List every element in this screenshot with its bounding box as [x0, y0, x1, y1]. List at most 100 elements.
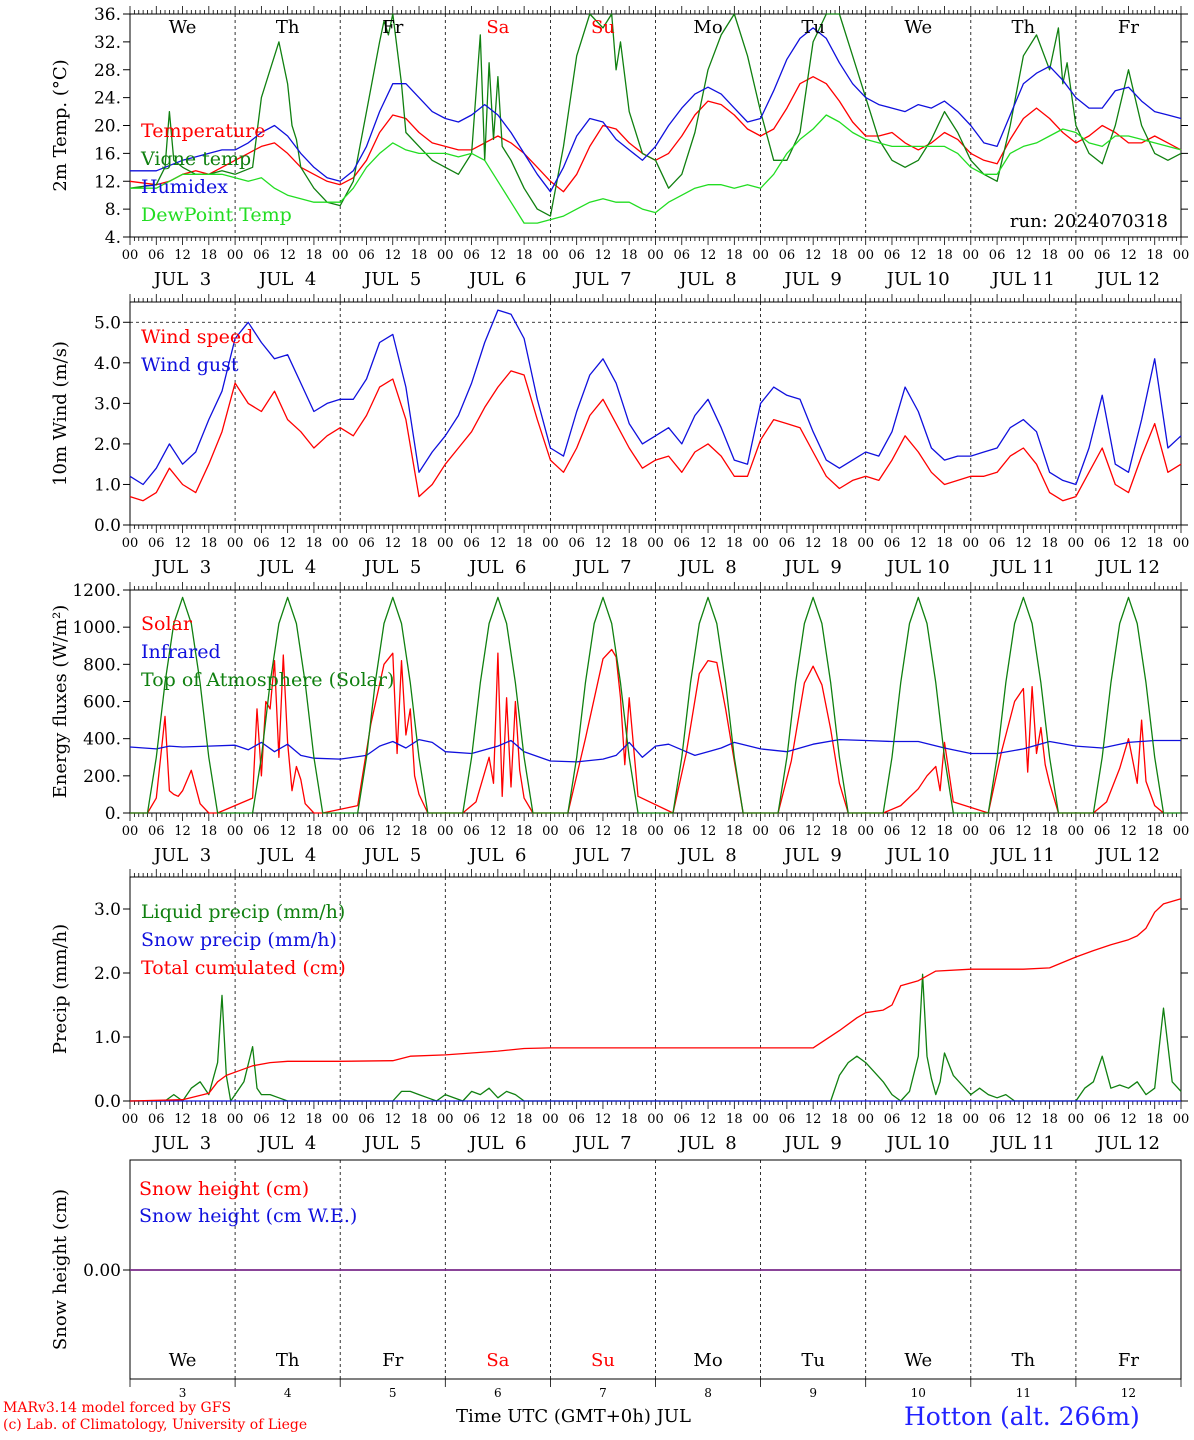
date-label: JUL 7 [572, 557, 631, 578]
hour-tick-label: 00 [857, 824, 874, 839]
date-label: JUL 5 [362, 1133, 421, 1154]
hour-tick-label: 18 [306, 824, 323, 839]
y-tick-label: 1200. [72, 581, 121, 601]
panel-3 [123, 582, 1188, 821]
day-name-label: Th [1012, 1350, 1036, 1371]
hour-tick-label: 06 [989, 824, 1006, 839]
hour-tick-label: 12 [1015, 536, 1032, 551]
hour-tick-label: 12 [490, 824, 507, 839]
hour-tick-label: 06 [568, 536, 585, 551]
hour-tick-label: 06 [358, 824, 375, 839]
hour-tick-label: 18 [621, 1112, 638, 1127]
hour-tick-label: 18 [1041, 824, 1058, 839]
hour-tick-label: 06 [1094, 824, 1111, 839]
hour-tick-label: 18 [936, 536, 953, 551]
credit-line-2: (c) Lab. of Climatology, University of L… [3, 1417, 308, 1433]
date-label: JUL 8 [677, 1133, 736, 1154]
hour-tick-label: 12 [1120, 824, 1137, 839]
hour-tick-label: 00 [1173, 1112, 1190, 1127]
hour-tick-label: 00 [752, 536, 769, 551]
hour-tick-label: 06 [989, 1112, 1006, 1127]
hour-tick-label: 06 [253, 536, 270, 551]
y-axis-label: Snow height (cm) [50, 1189, 71, 1350]
hour-tick-label: 12 [1120, 1112, 1137, 1127]
hour-tick-label: 06 [1094, 248, 1111, 263]
day-number-label: 5 [389, 1386, 397, 1400]
hour-tick-label: 18 [936, 1112, 953, 1127]
x-axis-title: Time UTC (GMT+0h) JUL [456, 1406, 691, 1427]
hour-tick-label: 18 [411, 824, 428, 839]
hour-tick-label: 06 [148, 824, 165, 839]
hour-tick-label: 06 [989, 536, 1006, 551]
hour-tick-label: 00 [542, 536, 559, 551]
hour-tick-label: 12 [595, 536, 612, 551]
day-name-label: Fr [382, 1350, 403, 1371]
date-label: JUL 5 [362, 845, 421, 866]
panel-1 [123, 6, 1188, 245]
hour-tick-label: 06 [674, 1112, 691, 1127]
hour-tick-label: 18 [831, 536, 848, 551]
hour-tick-label: 12 [490, 1112, 507, 1127]
hour-tick-label: 00 [857, 536, 874, 551]
hour-tick-label: 06 [253, 248, 270, 263]
hour-tick-label: 12 [384, 824, 401, 839]
day-name-label: Fr [382, 17, 403, 38]
date-label: JUL 10 [885, 1133, 950, 1154]
day-name-label: Mo [693, 17, 722, 38]
date-label: JUL 8 [677, 557, 736, 578]
hour-tick-label: 00 [227, 824, 244, 839]
date-label: JUL 9 [783, 845, 842, 866]
y-tick-label: 36. [94, 5, 121, 25]
hour-tick-label: 12 [700, 536, 717, 551]
date-label: JUL 7 [572, 269, 631, 290]
y-axis-label: 2m Temp. (°C) [50, 59, 71, 191]
hour-tick-label: 12 [490, 248, 507, 263]
hour-tick-label: 00 [857, 248, 874, 263]
hour-tick-label: 00 [857, 1112, 874, 1127]
date-label: JUL 4 [257, 557, 316, 578]
hour-tick-label: 06 [779, 1112, 796, 1127]
legend-entry: Humidex [141, 176, 228, 198]
hour-tick-label: 18 [201, 1112, 218, 1127]
date-label: JUL 3 [152, 1133, 211, 1154]
hour-tick-label: 00 [963, 536, 980, 551]
legend-entry: Total cumulated (cm) [141, 957, 346, 979]
hour-tick-label: 00 [227, 536, 244, 551]
hour-tick-label: 12 [910, 536, 927, 551]
hour-tick-label: 00 [122, 536, 139, 551]
hour-tick-label: 12 [1015, 248, 1032, 263]
hour-tick-label: 12 [384, 248, 401, 263]
hour-tick-label: 12 [910, 824, 927, 839]
hour-tick-label: 12 [279, 248, 296, 263]
hour-tick-label: 18 [1146, 824, 1163, 839]
legend-entry: Solar [141, 613, 193, 635]
hour-tick-label: 12 [805, 1112, 822, 1127]
hour-tick-label: 12 [279, 536, 296, 551]
hour-tick-label: 18 [831, 248, 848, 263]
hour-tick-label: 18 [201, 248, 218, 263]
y-tick-label: 400. [83, 730, 121, 750]
hour-tick-label: 12 [700, 1112, 717, 1127]
hour-tick-label: 00 [1173, 248, 1190, 263]
day-name-label: Sa [486, 1350, 509, 1371]
hour-tick-label: 12 [279, 1112, 296, 1127]
y-tick-label: 3.0 [94, 900, 121, 920]
legend-entry: Infrared [141, 641, 221, 663]
day-number-label: 4 [284, 1386, 292, 1400]
hour-tick-label: 18 [306, 248, 323, 263]
series-line [130, 114, 1182, 224]
y-tick-label: 1.0 [94, 475, 121, 495]
day-name-label: We [904, 17, 932, 38]
hour-tick-label: 12 [174, 824, 191, 839]
date-label: JUL 5 [362, 269, 421, 290]
series-line [130, 27, 1182, 193]
y-tick-label: 1.0 [94, 1028, 121, 1048]
day-name-label: Fr [1118, 1350, 1139, 1371]
y-tick-label: 1000. [72, 618, 121, 638]
hour-tick-label: 00 [647, 1112, 664, 1127]
hour-tick-label: 18 [621, 824, 638, 839]
day-number-label: 8 [704, 1386, 712, 1400]
hour-tick-label: 00 [437, 536, 454, 551]
hour-tick-label: 06 [568, 248, 585, 263]
hour-tick-label: 06 [779, 248, 796, 263]
